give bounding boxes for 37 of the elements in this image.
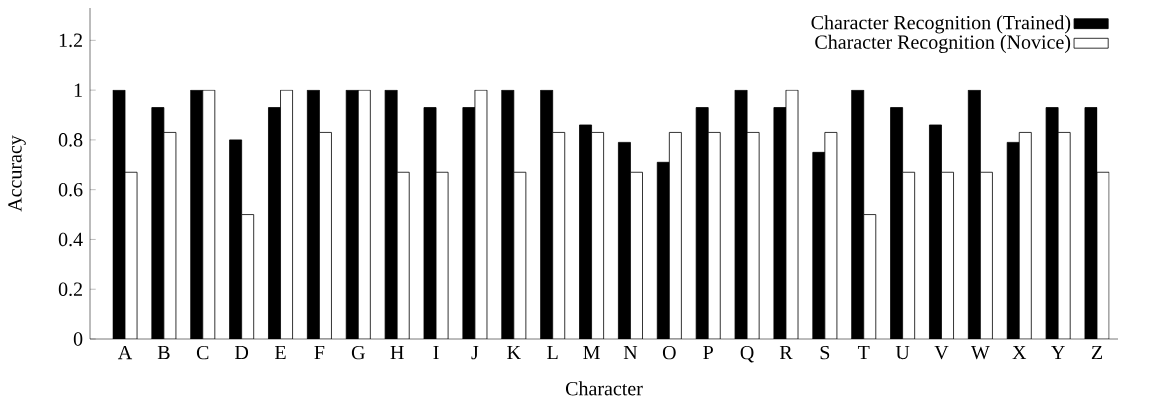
x-tick-label: E: [275, 345, 286, 360]
x-tick-label: Q: [740, 345, 754, 363]
x-tick-label: G: [351, 345, 365, 360]
y-tick-label: 0.4: [58, 232, 83, 247]
y-tick-label: 1: [74, 83, 82, 97]
y-tick-label: 0: [73, 332, 83, 346]
x-tick-label: M: [583, 345, 600, 360]
x-tick-label: Z: [1091, 345, 1103, 360]
x-tick-label: L: [547, 345, 558, 360]
legend-label: Character Recognition (Novice): [815, 34, 1071, 53]
x-tick-label: O: [662, 345, 676, 360]
x-tick-label: W: [970, 345, 990, 360]
x-tick-label: F: [314, 345, 325, 360]
y-tick-label: 0.6: [58, 182, 83, 197]
x-tick-label: K: [507, 345, 521, 360]
x-tick-label: I: [433, 345, 439, 360]
x-tick-label: X: [1012, 345, 1027, 360]
x-tick-label: D: [235, 345, 249, 360]
x-tick-label: R: [779, 345, 793, 360]
x-tick-label: H: [390, 345, 404, 360]
x-tick-label: T: [857, 345, 870, 360]
y-tick-label: 0.8: [58, 133, 83, 147]
x-tick-label: U: [895, 345, 910, 360]
x-tick-label: J: [471, 345, 479, 360]
y-tick-label: 1.2: [59, 33, 82, 48]
x-axis-title: Character: [565, 381, 643, 396]
x-tick-label: B: [157, 345, 170, 360]
x-tick-label: N: [623, 345, 638, 360]
x-tick-label: V: [934, 345, 949, 360]
x-tick-label: P: [703, 345, 713, 360]
x-tick-label: S: [820, 345, 830, 360]
x-tick-label: A: [117, 345, 133, 360]
y-axis-title: Accuracy: [8, 135, 26, 212]
x-tick-label: Y: [1051, 345, 1065, 360]
y-tick-label: 0.2: [58, 282, 82, 297]
x-tick-label: C: [196, 345, 209, 360]
legend-label: Character Recognition (Trained): [811, 15, 1071, 34]
